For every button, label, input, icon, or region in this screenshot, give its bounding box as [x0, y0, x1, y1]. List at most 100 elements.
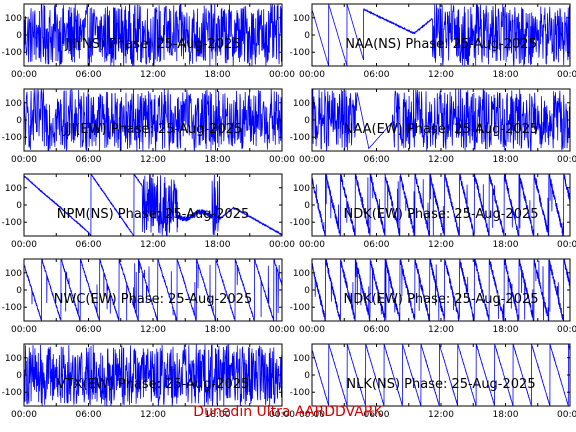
panel-title: NPM(NS) Phase: 25-Aug-2025 [57, 207, 249, 222]
y-tick-label: -100 [290, 133, 311, 143]
x-tick-label: 06:00 [76, 70, 102, 80]
x-tick-label: 12:00 [140, 240, 166, 250]
y-tick-label: 100 [293, 184, 310, 194]
y-tick-label: 0 [16, 201, 22, 211]
x-tick-label: 00:00 [299, 155, 325, 165]
x-tick-label: 00:00 [269, 410, 295, 420]
phase-trace [24, 89, 282, 151]
x-tick-label: 18:00 [493, 325, 519, 335]
phase-panel: 100 0 -100 00:00 06:00 12:00 18:00 00:00 NDK(EW)… [290, 258, 576, 335]
y-tick-label: 0 [16, 286, 22, 296]
x-tick-label: 00:00 [557, 410, 576, 420]
x-tick-label: 00:00 [269, 325, 295, 335]
y-tick-label: 100 [5, 269, 22, 279]
x-tick-label: 06:00 [76, 410, 102, 420]
phase-trace [312, 89, 570, 151]
x-tick-label: 12:00 [140, 155, 166, 165]
y-tick-label: 0 [304, 116, 310, 126]
x-tick-label: 00:00 [11, 410, 37, 420]
phase-trace [24, 174, 282, 236]
x-tick-label: 12:00 [140, 70, 166, 80]
phase-panel: 100 0 -100 00:00 06:00 12:00 18:00 00:00 NPM(NS)… [2, 173, 295, 250]
footer-credit: Dunedin Ultra AARDDVARK [193, 404, 383, 420]
x-tick-label: 06:00 [76, 240, 102, 250]
x-tick-label: 18:00 [205, 410, 231, 420]
x-tick-label: 18:00 [205, 325, 231, 335]
x-tick-label: 00:00 [269, 240, 295, 250]
y-tick-label: 0 [304, 371, 310, 381]
panel-title: NAA(NS) Phase: 25-Aug-2025 [345, 37, 537, 52]
y-tick-label: 100 [293, 14, 310, 24]
x-tick-label: 18:00 [205, 240, 231, 250]
y-tick-label: 100 [293, 354, 310, 364]
panel-title: NLK(NS) Phase: 25-Aug-2025 [346, 377, 535, 392]
x-tick-label: 12:00 [428, 410, 454, 420]
x-tick-label: 18:00 [493, 410, 519, 420]
y-tick-label: -100 [2, 48, 23, 58]
x-tick-label: 00:00 [299, 325, 325, 335]
y-tick-label: -100 [290, 388, 311, 398]
y-tick-label: -100 [2, 388, 23, 398]
phase-panel: 100 0 -100 00:00 06:00 12:00 18:00 00:00 NLK(NS)… [290, 343, 576, 420]
phase-trace [24, 259, 282, 321]
x-tick-label: 06:00 [364, 70, 390, 80]
y-tick-label: -100 [290, 48, 311, 58]
y-tick-label: 0 [16, 116, 22, 126]
x-tick-label: 12:00 [428, 325, 454, 335]
x-tick-label: 06:00 [364, 410, 390, 420]
y-tick-label: 100 [5, 184, 22, 194]
x-tick-label: 00:00 [557, 155, 576, 165]
x-tick-label: 18:00 [493, 155, 519, 165]
x-tick-label: 06:00 [364, 155, 390, 165]
x-tick-label: 18:00 [205, 155, 231, 165]
y-tick-label: -100 [290, 218, 311, 228]
panel-title: JJI(EW) Phase: 25-Aug-2025 [63, 122, 242, 137]
x-tick-label: 18:00 [205, 70, 231, 80]
phase-panel: 100 0 -100 00:00 06:00 12:00 18:00 00:00 NAA(EW)… [290, 88, 576, 165]
y-tick-label: 0 [304, 201, 310, 211]
y-tick-label: 100 [293, 99, 310, 109]
panel-title: NDK(EW) Phase: 25-Aug-2025 [343, 292, 538, 307]
y-tick-label: -100 [2, 218, 23, 228]
x-tick-label: 00:00 [11, 325, 37, 335]
x-tick-label: 12:00 [140, 325, 166, 335]
y-tick-label: 100 [5, 99, 22, 109]
panel-title: NWC(EW) Phase: 25-Aug-2025 [54, 292, 252, 307]
y-tick-label: 100 [5, 354, 22, 364]
phase-panel: 100 0 -100 00:00 06:00 12:00 18:00 00:00 VTX(EW)… [2, 343, 295, 420]
phase-trace [312, 4, 570, 66]
y-tick-label: 0 [304, 31, 310, 41]
x-tick-label: 00:00 [299, 70, 325, 80]
phase-trace [312, 259, 570, 321]
x-tick-label: 12:00 [140, 410, 166, 420]
x-tick-label: 12:00 [428, 155, 454, 165]
phase-panel: 100 0 -100 00:00 06:00 12:00 18:00 00:00 NDK(EW)… [290, 173, 576, 250]
x-tick-label: 00:00 [269, 70, 295, 80]
x-tick-label: 00:00 [299, 240, 325, 250]
y-tick-label: 0 [16, 31, 22, 41]
x-tick-label: 06:00 [76, 155, 102, 165]
phase-panel: 100 0 -100 00:00 06:00 12:00 18:00 00:00 NWC(EW)… [2, 258, 295, 335]
x-tick-label: 00:00 [11, 155, 37, 165]
x-tick-label: 06:00 [364, 240, 390, 250]
y-tick-label: 100 [293, 269, 310, 279]
x-tick-label: 00:00 [557, 240, 576, 250]
x-tick-label: 00:00 [11, 240, 37, 250]
x-tick-label: 18:00 [493, 240, 519, 250]
x-tick-label: 06:00 [364, 325, 390, 335]
y-tick-label: 100 [5, 14, 22, 24]
y-tick-label: -100 [2, 303, 23, 313]
x-tick-label: 12:00 [428, 240, 454, 250]
x-tick-label: 06:00 [76, 325, 102, 335]
x-tick-label: 00:00 [557, 325, 576, 335]
phase-trace [312, 174, 570, 236]
x-tick-label: 00:00 [269, 155, 295, 165]
phase-panel: 100 0 -100 00:00 06:00 12:00 18:00 00:00 JJI(NS)… [2, 3, 295, 80]
panel-title: JJI(NS) Phase: 25-Aug-2025 [64, 37, 240, 52]
x-tick-label: 18:00 [493, 70, 519, 80]
y-tick-label: -100 [2, 133, 23, 143]
y-tick-label: 0 [16, 371, 22, 381]
phase-panel: 100 0 -100 00:00 06:00 12:00 18:00 00:00 NAA(NS)… [290, 3, 576, 80]
phase-panel: 100 0 -100 00:00 06:00 12:00 18:00 00:00 JJI(EW)… [2, 88, 295, 165]
